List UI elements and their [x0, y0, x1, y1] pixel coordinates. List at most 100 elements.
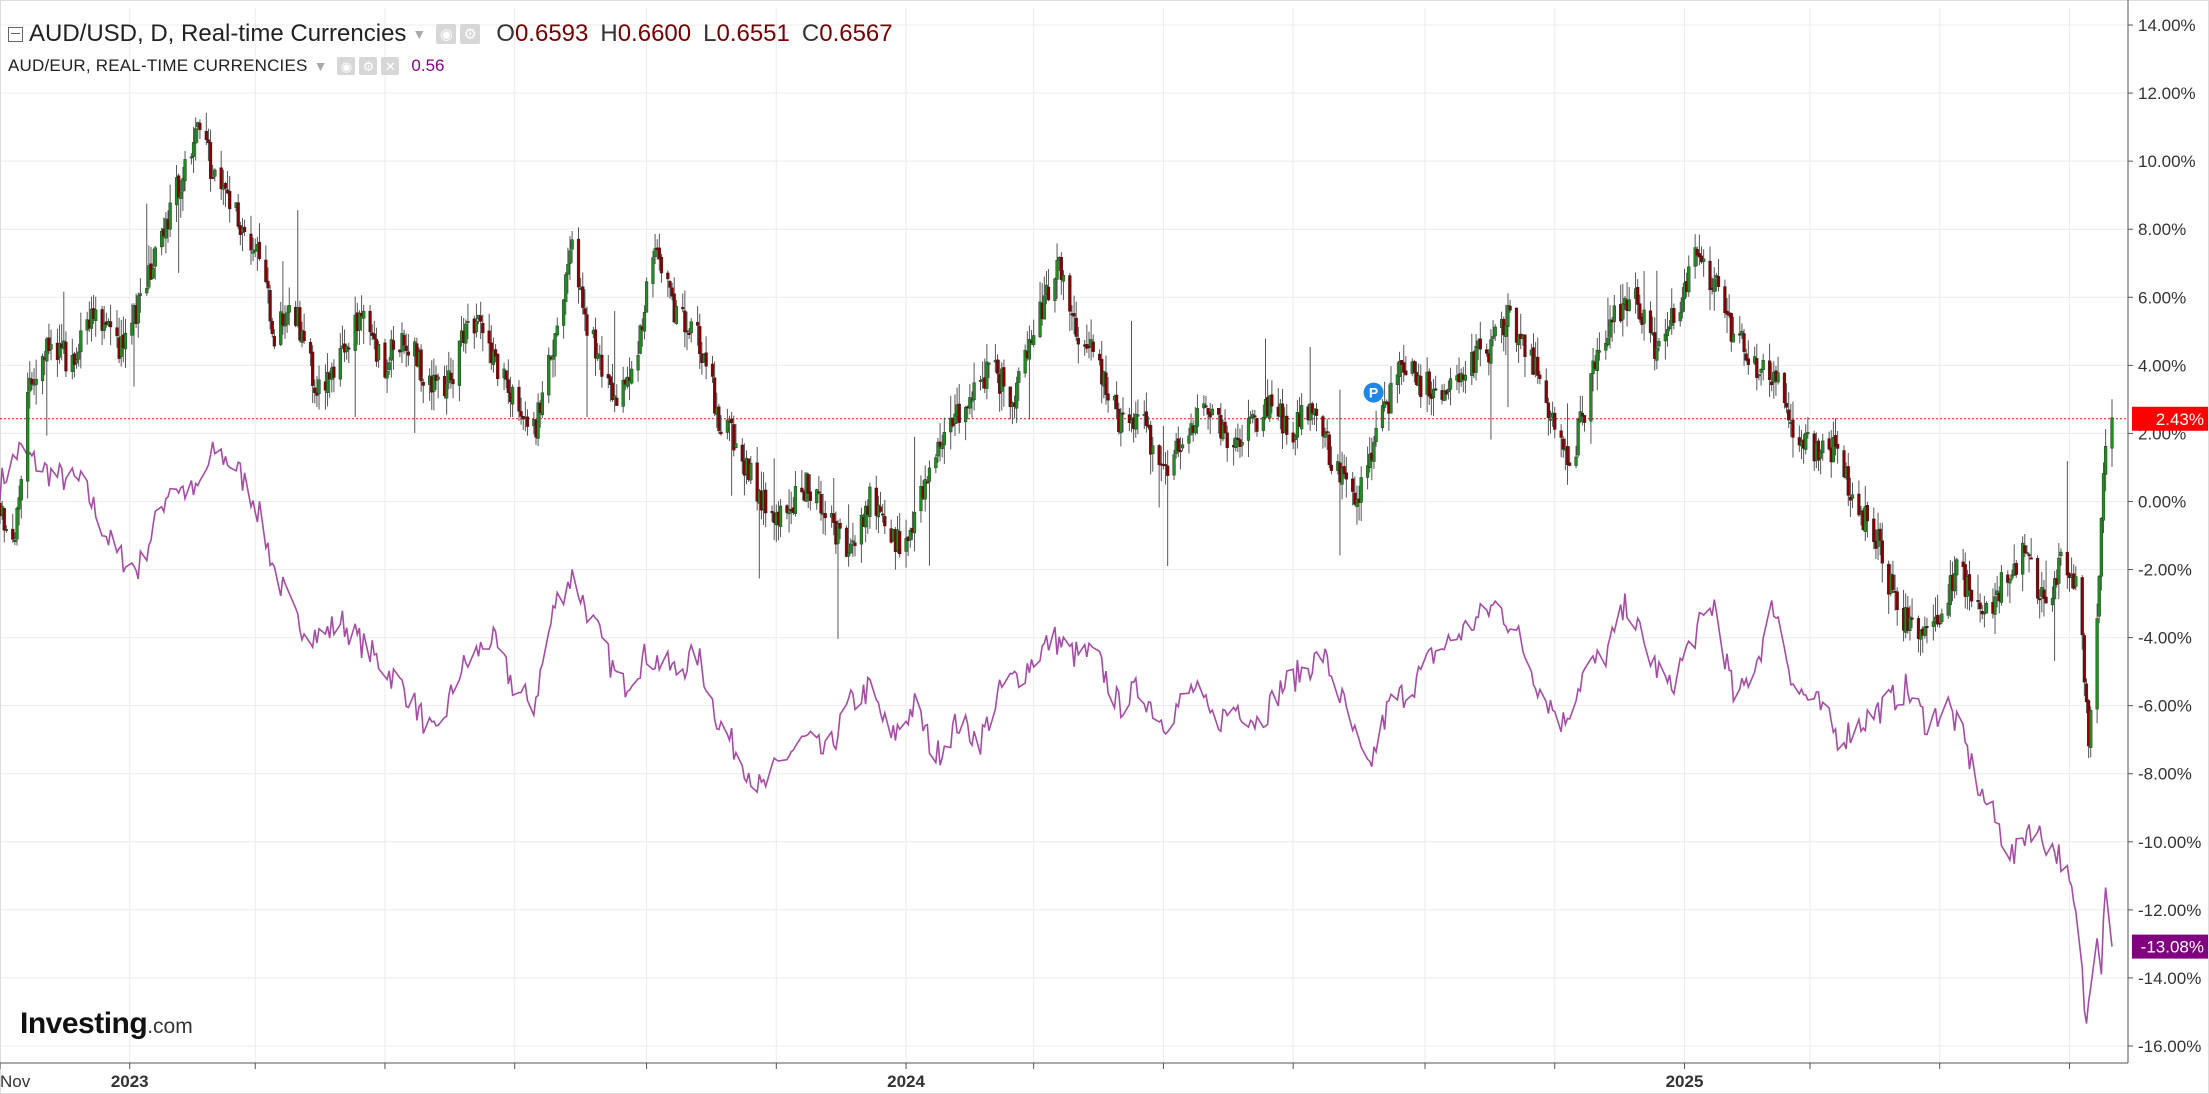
- chevron-down-icon[interactable]: ▼: [412, 26, 427, 42]
- candle-up: [191, 142, 196, 158]
- chart-legend: AUD/USD, D, Real-time Currencies ▼ ◉ ⚙ O…: [8, 18, 893, 80]
- candle-down: [615, 397, 619, 406]
- candle-up: [1940, 613, 1944, 622]
- candle-down: [249, 233, 253, 251]
- candle-down: [698, 326, 702, 355]
- candle-down: [1008, 386, 1012, 408]
- candle-down: [1204, 405, 1208, 408]
- candle-down: [657, 247, 661, 260]
- candle-up: [636, 355, 640, 371]
- compare-symbol-label[interactable]: AUD/EUR, REAL-TIME CURRENCIES: [8, 56, 308, 75]
- candle-up: [1821, 440, 1825, 454]
- candle-up: [1038, 301, 1042, 337]
- candle-up: [734, 443, 738, 449]
- candle-down: [311, 351, 315, 386]
- candle-down: [479, 315, 483, 322]
- price-axis-label: 0.00%: [2138, 492, 2186, 511]
- candle-down: [1846, 466, 1850, 496]
- candle-down: [1755, 358, 1759, 378]
- candle-up: [1604, 342, 1608, 351]
- candle-down: [1255, 418, 1259, 432]
- candle-down: [1559, 430, 1563, 438]
- candle-up: [630, 368, 634, 384]
- price-axis-label: 10.00%: [2138, 152, 2196, 171]
- candle-down: [2027, 554, 2031, 557]
- candle-down: [1827, 438, 1831, 450]
- candle-up: [1955, 559, 1959, 576]
- candle-down: [1872, 518, 1876, 542]
- candle-down: [1327, 434, 1331, 466]
- compare-value-badge: -13.08%: [2141, 938, 2204, 957]
- candle-up: [562, 299, 566, 326]
- candle-up: [464, 323, 468, 344]
- candle-down: [957, 403, 961, 423]
- candle-down: [1419, 375, 1423, 397]
- candle-down: [1178, 450, 1183, 453]
- candle-down: [1546, 402, 1550, 419]
- candle-down: [1236, 437, 1240, 440]
- candle-down: [685, 330, 689, 333]
- candle-down: [1253, 415, 1257, 418]
- candle-down: [1046, 286, 1051, 301]
- candle-up: [927, 467, 932, 482]
- candle-down: [115, 327, 119, 337]
- candle-up: [787, 508, 791, 515]
- event-marker[interactable]: P: [1363, 382, 1384, 403]
- chevron-down-icon[interactable]: ▼: [313, 58, 328, 74]
- candle-up: [642, 312, 647, 332]
- candle-down: [332, 366, 336, 378]
- gear-icon[interactable]: ⚙: [359, 57, 378, 75]
- candle-down: [1523, 334, 1527, 358]
- candle-down: [670, 287, 674, 297]
- candle-down: [838, 522, 842, 529]
- candle-up: [1931, 621, 1935, 627]
- main-symbol-label[interactable]: AUD/USD, D, Real-time Currencies: [29, 20, 407, 47]
- candle-down: [1353, 492, 1357, 505]
- candle-up: [1757, 374, 1761, 377]
- open-value: 0.6593: [514, 20, 589, 47]
- candle-down: [1910, 617, 1914, 620]
- candle-up: [49, 344, 53, 350]
- candle-down: [823, 513, 827, 519]
- gear-icon[interactable]: ⚙: [460, 24, 481, 44]
- candle-up: [4, 529, 8, 531]
- price-axis[interactable]: 14.00%12.00%10.00%8.00%6.00%4.00%2.00%0.…: [2127, 0, 2201, 1063]
- candle-up: [987, 362, 991, 365]
- candle-up: [836, 523, 840, 544]
- candle-up: [859, 514, 863, 545]
- candle-up: [151, 267, 155, 279]
- candle-up: [15, 508, 19, 540]
- candle-down: [1746, 358, 1750, 365]
- eye-icon[interactable]: ◉: [337, 57, 356, 75]
- candle-down: [1865, 504, 1870, 522]
- candle-down: [1782, 372, 1787, 404]
- candle-down: [800, 487, 804, 493]
- candle-up: [287, 305, 291, 313]
- collapse-toggle-icon[interactable]: [8, 26, 23, 42]
- candle-down: [313, 387, 317, 394]
- candle-down: [211, 176, 215, 179]
- candle-up: [1431, 388, 1436, 399]
- candle-down: [1636, 287, 1640, 305]
- candle-up: [1261, 417, 1265, 431]
- candle-up: [19, 479, 23, 501]
- candle-down: [1157, 445, 1161, 466]
- time-axis[interactable]: Nov 2023 2024 2025: [0, 1062, 2128, 1091]
- candle-up: [674, 306, 678, 324]
- eye-icon[interactable]: ◉: [436, 24, 457, 44]
- candle-up: [613, 395, 617, 400]
- candle-up: [1678, 312, 1682, 322]
- price-axis-label: -14.00%: [2138, 969, 2201, 988]
- price-axis-label: 8.00%: [2138, 220, 2186, 239]
- candle-down: [581, 286, 585, 308]
- candle-down: [583, 308, 587, 315]
- close-icon[interactable]: ✕: [381, 57, 400, 75]
- candle-down: [1144, 411, 1148, 427]
- candle-down: [1648, 310, 1653, 333]
- candle-up: [689, 321, 693, 333]
- candle-down: [610, 382, 615, 401]
- investing-logo: Investing .com: [20, 1007, 193, 1041]
- candle-down: [1536, 356, 1540, 376]
